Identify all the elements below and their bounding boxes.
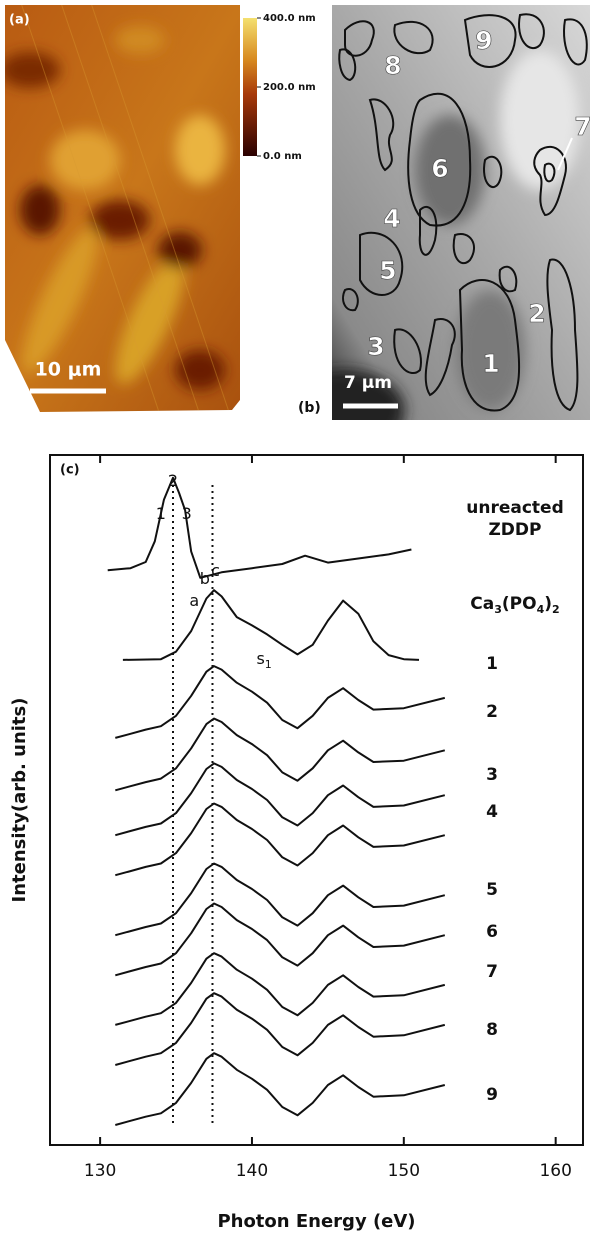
spectrum-line bbox=[115, 802, 446, 877]
annotation: 2 bbox=[167, 471, 179, 490]
spectrum-line bbox=[115, 902, 446, 977]
region-label: 6 bbox=[431, 154, 448, 183]
series-label: 5 bbox=[486, 880, 498, 900]
x-tick-label: 160 bbox=[539, 1161, 571, 1181]
series-label: unreacted ZDDP bbox=[466, 498, 564, 540]
annotation: c bbox=[211, 561, 220, 580]
series-label: Ca3(PO4)2 bbox=[470, 594, 560, 616]
region-label: 3 bbox=[367, 332, 384, 361]
y-axis-label: Intensity(arb. units) bbox=[9, 698, 30, 903]
annotation: b bbox=[199, 569, 210, 588]
x-axis-label: Photon Energy (eV) bbox=[217, 1211, 415, 1232]
annotation: a bbox=[189, 591, 200, 610]
region-label: 9 bbox=[475, 26, 492, 55]
colorbar-tick-label: 400.0 nm bbox=[263, 13, 316, 24]
region-label: 1 bbox=[482, 349, 499, 378]
spectrum-line bbox=[115, 862, 446, 937]
scale-bar-label: 7 μm bbox=[344, 373, 392, 393]
series-label: 8 bbox=[486, 1020, 498, 1040]
series-label: 9 bbox=[486, 1085, 498, 1105]
series-label: 2 bbox=[486, 702, 498, 722]
series-label: 3 bbox=[486, 765, 498, 785]
spectrum-line bbox=[115, 665, 446, 739]
spectrum-line bbox=[115, 762, 446, 837]
annotation: 3 bbox=[181, 504, 192, 523]
plot-frame bbox=[49, 454, 584, 1146]
spectrum-line bbox=[115, 717, 446, 792]
x-tick-label: 140 bbox=[236, 1161, 268, 1181]
micrograph bbox=[332, 5, 590, 420]
scale-bar-label: 10 μm bbox=[35, 359, 102, 381]
region-label: 2 bbox=[528, 299, 545, 328]
annotation: 1 bbox=[155, 504, 166, 523]
region-label: 5 bbox=[379, 256, 396, 285]
series-label: 7 bbox=[486, 962, 498, 982]
spectrum-line bbox=[107, 476, 412, 579]
panel-label: (c) bbox=[60, 463, 80, 478]
colorbar bbox=[243, 18, 257, 156]
colorbar-tick-label: 0.0 nm bbox=[263, 151, 302, 162]
spectrum-line bbox=[115, 992, 446, 1066]
x-tick-label: 150 bbox=[388, 1161, 420, 1181]
series-label: 4 bbox=[486, 802, 498, 822]
annotation: s1 bbox=[256, 649, 272, 671]
panel-label: (a) bbox=[9, 13, 30, 28]
series-label: 1 bbox=[486, 654, 498, 674]
region-label: 7 bbox=[574, 112, 591, 141]
spectrum-line bbox=[122, 589, 420, 661]
colorbar-tick-label: 200.0 nm bbox=[263, 82, 316, 93]
region-label: 8 bbox=[384, 51, 401, 80]
spectrum-line bbox=[115, 1052, 446, 1126]
afm-image bbox=[5, 5, 240, 412]
x-tick-label: 130 bbox=[84, 1161, 116, 1181]
panel-label: (b) bbox=[298, 400, 321, 416]
spectrum-line bbox=[115, 952, 446, 1026]
series-label: 6 bbox=[486, 922, 498, 942]
region-label: 4 bbox=[383, 204, 400, 233]
